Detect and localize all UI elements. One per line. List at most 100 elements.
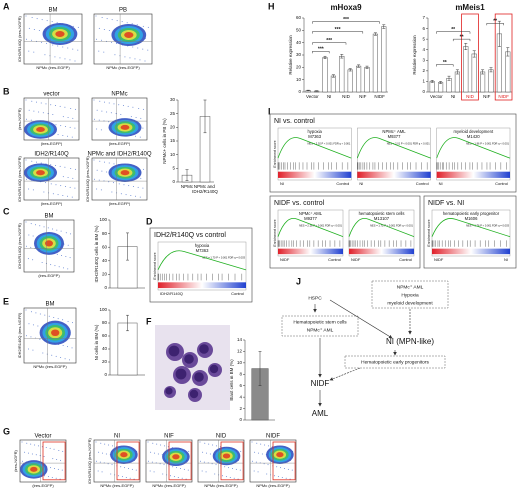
gsea-plot	[357, 127, 431, 181]
event-dot	[25, 221, 27, 223]
flow-plot	[93, 439, 141, 483]
event-dot	[93, 159, 95, 161]
x-tick-label: NPMc and IDH2/R140Q	[192, 184, 218, 194]
event-dot	[104, 161, 106, 163]
gene-set-id: M9377	[304, 216, 317, 221]
dashed-box	[344, 355, 446, 369]
y-tick-label: 10	[296, 77, 302, 82]
flow-plot	[23, 97, 80, 141]
event-dot	[287, 468, 289, 470]
event-dot	[129, 477, 131, 479]
event-dot	[106, 171, 108, 173]
gene-set-id: M1606	[465, 216, 478, 221]
event-dot	[50, 164, 52, 166]
event-dot	[62, 319, 64, 321]
event-dot	[108, 181, 110, 183]
event-dot	[147, 26, 149, 28]
event-dot	[55, 477, 57, 479]
event-dot	[255, 461, 257, 463]
y-tick-label: 0	[239, 417, 242, 422]
error-bar	[340, 54, 344, 59]
nucleus	[189, 389, 199, 399]
gsea-plot	[277, 209, 344, 257]
x-axis-label: NPMc (ires-EGFP)	[256, 483, 290, 488]
event-dot	[28, 50, 30, 52]
event-dot	[163, 445, 165, 447]
event-dot	[99, 160, 101, 162]
event-dot	[103, 51, 105, 53]
event-dot	[118, 104, 120, 106]
stats: NES = 1.96 P < 0.001 FDR q < 0.001	[466, 142, 509, 146]
event-dot	[142, 108, 144, 110]
event-dot	[64, 58, 66, 60]
event-dot	[67, 177, 69, 179]
plot-title: NIDF	[266, 434, 280, 440]
event-dot	[74, 168, 76, 170]
event-dot	[120, 466, 122, 468]
event-dot	[202, 451, 204, 453]
event-dot	[25, 99, 27, 101]
gene-set: hematopoietic stem cells	[359, 211, 405, 216]
event-dot	[95, 460, 97, 462]
event-dot	[31, 100, 33, 102]
event-dot	[172, 466, 174, 468]
event-dot	[240, 450, 242, 452]
density	[120, 452, 128, 458]
gene-set-id: M9377	[388, 134, 401, 139]
bar	[429, 81, 435, 93]
event-dot	[144, 60, 146, 62]
event-dot	[201, 470, 203, 472]
event-dot	[125, 476, 127, 478]
event-dot	[69, 359, 71, 361]
error-bar	[365, 65, 369, 69]
event-dot	[254, 451, 256, 453]
phenotype-label: Control	[495, 181, 508, 186]
y-tick-label: 30	[170, 97, 176, 102]
event-dot	[103, 28, 105, 30]
event-dot	[42, 352, 44, 354]
event-dot	[98, 50, 100, 52]
event-dot	[30, 336, 32, 338]
y-tick-label: 40	[296, 40, 302, 45]
phenotype-label: NI	[439, 181, 443, 186]
event-dot	[100, 189, 102, 191]
y-tick-label: 60	[102, 244, 108, 249]
event-dot	[203, 461, 205, 463]
event-dot	[101, 17, 103, 19]
enrichment-curve	[277, 218, 344, 238]
event-dot	[211, 463, 213, 465]
event-dot	[25, 15, 27, 17]
x-axis-label: NPMc (ires-EGFP)	[152, 483, 186, 488]
y-tick-label: 14	[237, 337, 243, 342]
event-dot	[50, 467, 52, 469]
error-bar	[348, 68, 352, 72]
event-dot	[43, 191, 45, 193]
event-dot	[111, 41, 113, 43]
event-dot	[59, 105, 61, 107]
y-tick-label: 50	[296, 28, 302, 33]
y-tick-label: 4	[239, 394, 242, 399]
event-dot	[138, 108, 140, 110]
gate	[272, 441, 296, 481]
event-dot	[277, 476, 279, 478]
event-dot	[30, 443, 32, 445]
phenotype-label: IDH2/R140Q	[160, 291, 183, 296]
event-dot	[118, 183, 120, 185]
y-tick-label: 10	[237, 360, 243, 365]
bar	[356, 65, 362, 93]
event-dot	[43, 456, 45, 458]
event-dot	[33, 51, 35, 53]
event-dot	[135, 469, 137, 471]
event-dot	[127, 105, 129, 107]
x-tick-label: NID	[342, 94, 351, 99]
highlight-box	[461, 13, 479, 101]
event-dot	[58, 266, 60, 268]
event-dot	[94, 118, 96, 120]
plot-title: Vector	[34, 434, 51, 440]
event-dot	[132, 106, 134, 108]
event-dot	[62, 116, 64, 118]
error-bar	[382, 24, 386, 29]
event-dot	[28, 109, 30, 111]
error-bar	[464, 43, 468, 50]
event-dot	[225, 476, 227, 478]
